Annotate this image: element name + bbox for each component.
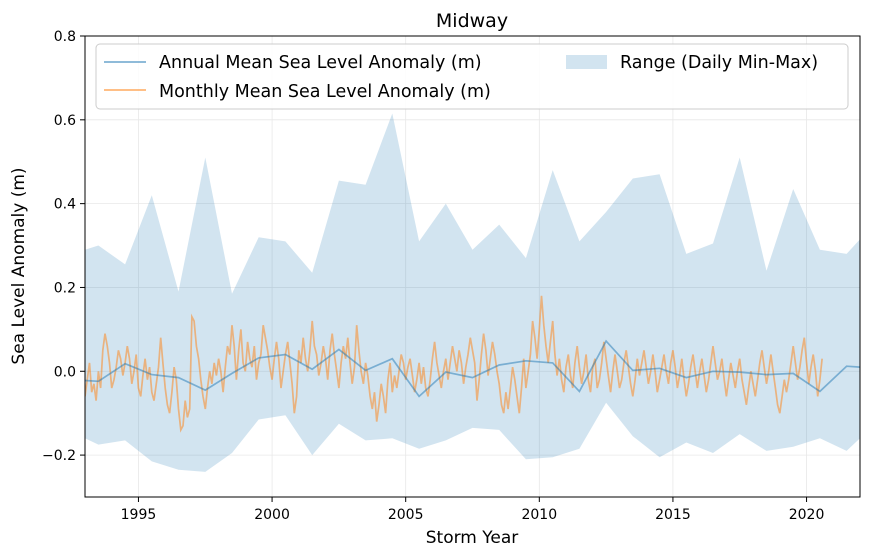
y-axis-label: Sea Level Anomaly (m)	[9, 167, 29, 364]
y-tick-label: 0.0	[54, 364, 76, 380]
annual-series-line	[85, 339, 860, 398]
plot-area	[85, 113, 860, 472]
y-tick-label: 0.8	[54, 29, 76, 45]
x-tick-label: 2000	[254, 507, 290, 523]
y-tick-label: 0.2	[54, 280, 76, 296]
x-axis-label: Storm Year	[426, 528, 519, 548]
legend-range-swatch	[566, 55, 607, 69]
x-tick-label: 2020	[789, 507, 825, 523]
y-axis: −0.2 0.0 0.2 0.4 0.6 0.8	[42, 29, 85, 464]
x-tick-label: 2010	[521, 507, 557, 523]
x-tick-label: 2005	[388, 507, 424, 523]
y-tick-label: −0.2	[42, 448, 76, 464]
y-tick-label: 0.4	[54, 197, 76, 213]
legend-box	[95, 43, 849, 110]
x-tick-label: 2015	[655, 507, 691, 523]
legend-range-label: Range (Daily Min-Max)	[620, 53, 818, 73]
legend-annual-label: Annual Mean Sea Level Anomaly (m)	[159, 53, 482, 73]
legend: Annual Mean Sea Level Anomaly (m) Monthl…	[95, 43, 849, 110]
plot-frame	[84, 35, 861, 498]
chart-title: Midway	[436, 10, 508, 32]
x-tick-label: 1995	[121, 507, 157, 523]
legend-monthly-label: Monthly Mean Sea Level Anomaly (m)	[159, 82, 491, 102]
range-band	[85, 113, 860, 472]
y-tick-label: 0.6	[54, 113, 76, 129]
x-axis: 1995 2000 2005 2010 2015 2020	[121, 497, 825, 523]
